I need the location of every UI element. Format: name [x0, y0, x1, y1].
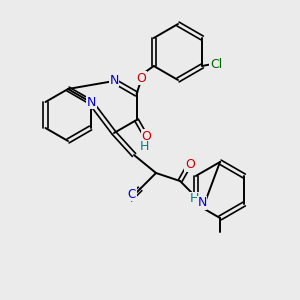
Text: O: O — [185, 158, 195, 172]
Text: Cl: Cl — [210, 58, 222, 70]
Text: N: N — [109, 74, 119, 86]
Text: H: H — [189, 193, 199, 206]
Text: H: H — [139, 140, 149, 154]
Text: N: N — [197, 196, 207, 209]
Text: O: O — [136, 71, 146, 85]
Text: O: O — [142, 130, 152, 142]
Text: N: N — [87, 95, 96, 109]
Text: C: C — [128, 188, 136, 200]
